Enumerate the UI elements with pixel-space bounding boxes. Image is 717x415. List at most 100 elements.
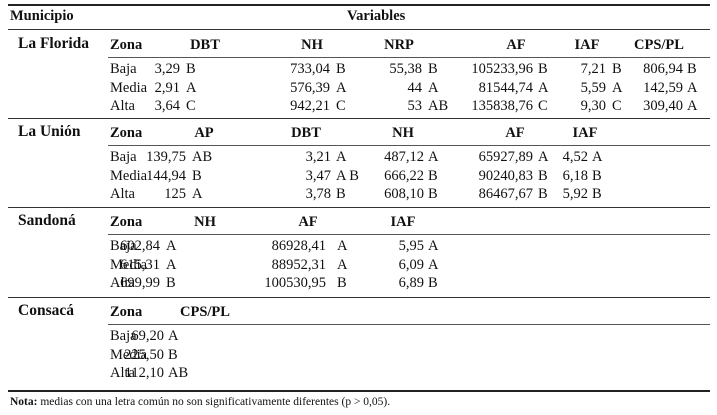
municipio-header: Municipio [10,8,74,24]
cell-letter: A [336,79,347,96]
cell-value: 3,64 [154,98,180,114]
cell-letter: B [428,275,438,291]
cell-letter: B [428,186,438,202]
cell-value: 733,04 [290,61,330,77]
cell-letter: A B [336,167,359,184]
column-header: DBT [291,125,321,141]
cell-value: 5,95 [398,238,424,254]
zona-label: Alta [110,365,135,381]
footnote-label: Nota: [10,396,38,408]
cell-letter: B [337,275,347,291]
cell-letter: A [336,149,347,165]
cell-value: 144,94 [146,167,186,184]
cell-value: 125 [164,186,186,202]
section-municipio-name: Consacá [18,302,74,319]
zona-header: Zona [110,37,143,53]
cell-value: 5,92 [562,186,588,202]
cell-letter: C [612,98,622,114]
zona-label: Media [110,256,148,273]
cell-letter: A [168,328,179,344]
cell-value: 699,99 [120,275,160,291]
zona-header: Zona [110,214,143,230]
cell-letter: A [337,256,348,273]
cell-letter: A [428,238,439,254]
cell-value: 942,21 [290,98,330,114]
cell-value: 666,22 [384,167,424,184]
cell-value: 100530,95 [264,275,326,291]
cell-value: 3,21 [305,149,331,165]
top-rule [8,4,710,6]
cell-letter: AB [192,149,213,165]
cell-value: 88952,31 [271,256,326,273]
cell-value: 53 [407,98,423,114]
subheader-rule [108,57,710,58]
cell-value: 2,91 [154,79,180,96]
footnote: Nota: medias con una letra común no son … [10,396,391,409]
column-header: NH [194,214,216,230]
section-rule [8,297,710,298]
zona-label: Media [110,167,148,184]
cell-value: 139,75 [146,149,186,165]
cell-letter: B [428,167,438,184]
zona-label: Baja [110,328,137,344]
cell-value: 69,20 [131,328,164,344]
cell-letter: A [538,149,549,165]
cell-letter: A [166,256,177,273]
cell-letter: A [186,79,197,96]
cell-letter: A [687,79,698,96]
column-header: NH [301,37,323,53]
cell-value: 55,38 [389,61,422,77]
cell-value: 44 [407,79,423,96]
cell-letter: AB [168,365,189,381]
cell-letter: A [612,79,623,96]
cell-value: 6,18 [562,167,588,184]
cell-letter: C [186,98,196,114]
cell-value: 112,10 [124,365,164,381]
subheader-rule [108,324,710,325]
cell-letter: A [428,149,439,165]
cell-value: 602,84 [120,238,160,254]
column-header: IAF [574,37,600,53]
zona-label: Alta [110,98,135,114]
section-municipio-name: La Unión [18,123,81,140]
cell-value: 81544,74 [478,79,533,96]
cell-value: 225,50 [124,346,164,363]
column-header: AF [298,214,318,230]
column-header: CPS/PL [634,37,684,53]
cell-letter: A [428,79,439,96]
cell-letter: B [186,61,196,77]
cell-letter: B [168,346,178,363]
cell-letter: B [592,186,602,202]
cell-letter: B [687,61,697,77]
cell-value: 105233,96 [471,61,533,77]
cell-value: 6,89 [398,275,424,291]
zona-label: Media [110,346,148,363]
column-header: IAF [390,214,416,230]
cell-letter: B [538,186,548,202]
section-municipio-name: La Florida [18,35,90,52]
footnote-text: medias con una letra común no son signif… [37,396,391,408]
bottom-rule [8,390,710,392]
cell-letter: A [192,186,203,202]
cell-letter: B [192,167,202,184]
cell-value: 309,40 [643,98,683,114]
column-header: DBT [190,37,220,53]
zona-label: Baja [110,238,137,254]
column-header: CPS/PL [180,304,230,320]
subheader-rule [108,145,710,146]
cell-letter: C [538,98,548,114]
column-header: IAF [572,125,598,141]
zona-label: Baja [110,61,137,77]
cell-value: 487,12 [384,149,424,165]
cell-letter: AB [428,98,449,114]
section-rule [8,118,710,119]
zona-label: Baja [110,149,137,165]
cell-letter: A [687,98,698,114]
zona-label: Media [110,79,148,96]
cell-value: 9,30 [580,98,606,114]
cell-value: 6,09 [398,256,424,273]
cell-letter: B [428,61,438,77]
cell-letter: B [336,61,346,77]
cell-letter: A [592,149,603,165]
cell-value: 90240,83 [478,167,533,184]
